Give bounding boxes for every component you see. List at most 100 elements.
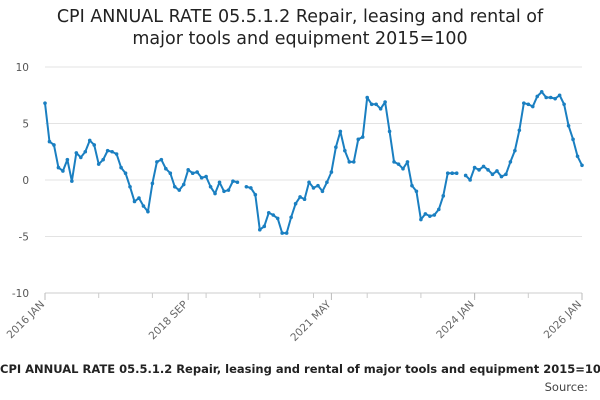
data-point[interactable]: [43, 101, 47, 105]
data-point[interactable]: [114, 152, 119, 156]
data-point[interactable]: [562, 102, 566, 107]
data-point[interactable]: [477, 168, 481, 172]
data-point[interactable]: [159, 157, 164, 162]
data-point[interactable]: [186, 168, 190, 172]
data-point[interactable]: [463, 173, 468, 178]
data-point[interactable]: [150, 181, 155, 186]
data-point[interactable]: [437, 207, 441, 212]
data-point[interactable]: [360, 135, 365, 139]
data-point[interactable]: [262, 224, 267, 229]
data-point[interactable]: [325, 180, 329, 185]
data-point[interactable]: [195, 170, 199, 174]
data-point[interactable]: [302, 197, 307, 202]
data-point[interactable]: [472, 165, 477, 170]
data-point[interactable]: [495, 169, 499, 173]
data-point[interactable]: [222, 189, 226, 194]
data-point[interactable]: [526, 102, 531, 107]
data-point[interactable]: [414, 189, 419, 194]
data-point[interactable]: [396, 162, 401, 166]
data-point[interactable]: [83, 149, 88, 154]
data-point[interactable]: [405, 160, 410, 164]
data-point[interactable]: [235, 180, 240, 185]
data-point[interactable]: [128, 184, 132, 189]
data-point[interactable]: [410, 183, 414, 188]
data-point[interactable]: [275, 216, 280, 221]
data-point[interactable]: [249, 186, 253, 190]
data-point[interactable]: [454, 171, 459, 176]
data-point[interactable]: [146, 209, 150, 214]
data-point[interactable]: [96, 162, 101, 166]
data-point[interactable]: [213, 191, 217, 196]
data-point[interactable]: [141, 204, 146, 208]
data-point[interactable]: [190, 171, 195, 176]
data-point[interactable]: [468, 178, 472, 182]
data-point[interactable]: [499, 174, 504, 179]
data-point[interactable]: [92, 143, 97, 147]
data-point[interactable]: [423, 212, 428, 216]
data-point[interactable]: [365, 95, 370, 100]
data-point[interactable]: [289, 215, 293, 220]
data-point[interactable]: [580, 163, 584, 168]
data-point[interactable]: [74, 151, 79, 155]
data-point[interactable]: [316, 183, 320, 188]
data-point[interactable]: [338, 129, 343, 134]
data-point[interactable]: [293, 201, 298, 206]
data-point[interactable]: [553, 96, 557, 101]
data-point[interactable]: [450, 171, 455, 176]
data-point[interactable]: [204, 174, 208, 179]
data-point[interactable]: [445, 171, 450, 176]
data-point[interactable]: [481, 164, 486, 169]
data-point[interactable]: [378, 107, 383, 111]
data-point[interactable]: [123, 171, 128, 176]
data-point[interactable]: [307, 180, 311, 185]
data-point[interactable]: [110, 149, 114, 154]
data-point[interactable]: [383, 100, 387, 104]
data-point[interactable]: [311, 186, 316, 190]
data-point[interactable]: [52, 143, 56, 147]
data-point[interactable]: [208, 184, 213, 189]
data-point[interactable]: [575, 154, 580, 159]
data-point[interactable]: [244, 184, 249, 189]
data-point[interactable]: [258, 227, 262, 232]
data-point[interactable]: [298, 195, 302, 199]
data-point[interactable]: [79, 155, 83, 160]
data-point[interactable]: [65, 157, 70, 162]
data-point[interactable]: [544, 95, 548, 100]
data-point[interactable]: [137, 196, 141, 200]
data-point[interactable]: [356, 137, 361, 142]
data-point[interactable]: [284, 231, 289, 235]
data-point[interactable]: [199, 175, 204, 180]
data-point[interactable]: [164, 166, 168, 171]
data-point[interactable]: [557, 93, 562, 98]
data-point[interactable]: [253, 192, 258, 197]
data-point[interactable]: [504, 172, 508, 177]
data-point[interactable]: [441, 194, 446, 198]
data-point[interactable]: [343, 148, 347, 153]
data-point[interactable]: [61, 169, 65, 173]
data-point[interactable]: [513, 148, 517, 153]
data-point[interactable]: [334, 145, 338, 150]
data-point[interactable]: [486, 168, 490, 172]
data-point[interactable]: [132, 199, 137, 204]
data-point[interactable]: [119, 165, 123, 170]
data-point[interactable]: [47, 139, 52, 144]
data-point[interactable]: [271, 213, 276, 217]
data-point[interactable]: [101, 157, 105, 162]
data-point[interactable]: [566, 123, 571, 128]
data-point[interactable]: [530, 104, 535, 109]
data-point[interactable]: [351, 160, 356, 164]
data-point[interactable]: [181, 182, 186, 187]
data-point[interactable]: [266, 210, 271, 215]
data-point[interactable]: [226, 188, 231, 192]
data-point[interactable]: [490, 172, 495, 177]
data-point[interactable]: [105, 148, 110, 153]
data-point[interactable]: [522, 101, 526, 105]
data-point[interactable]: [539, 90, 544, 94]
data-point[interactable]: [508, 160, 513, 164]
data-point[interactable]: [70, 179, 74, 183]
data-point[interactable]: [401, 166, 405, 171]
data-point[interactable]: [571, 137, 575, 142]
data-point[interactable]: [280, 231, 284, 235]
data-point[interactable]: [347, 160, 352, 164]
data-point[interactable]: [548, 95, 553, 100]
